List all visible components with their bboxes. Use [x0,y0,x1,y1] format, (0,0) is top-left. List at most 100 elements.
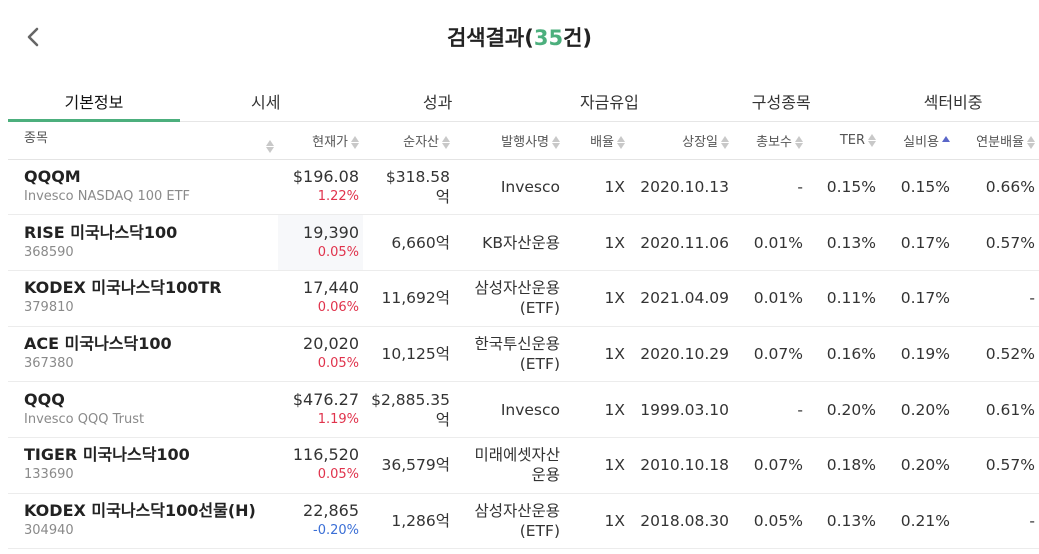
listed-date-cell: 2021.04.09 [640,289,729,308]
tab-bar: 기본정보 시세 성과 자금유입 구성종목 섹터비중 [8,78,1039,122]
security-name[interactable]: KODEX 미국나스닥100TR [24,278,222,298]
security-name[interactable]: QQQM [24,166,81,186]
aum-cell: 36,579억 [363,437,454,493]
table-row[interactable]: KODEX 미국나스닥100선물(H) 304940 22,865 -0.20% 1,2… [8,493,1039,549]
chevron-left-icon [27,27,39,47]
back-button[interactable] [18,22,48,52]
security-cell[interactable]: ACE 미국나스닥100 367380 [8,326,278,382]
listed-date-cell: 2020.11.06 [640,233,729,252]
tab-fund-flow[interactable]: 자금유입 [579,93,639,112]
total-fee-cell: 0.07% [753,344,803,363]
real-fee-cell: 0.17% [900,289,950,308]
col-header-name[interactable]: 종목 [8,122,278,159]
dividend-cell: - [1029,289,1035,308]
col-header-real-fee[interactable]: 실비용 [880,122,954,159]
real-fee-cell: 0.17% [900,233,950,252]
leverage-cell: 1X [604,233,625,252]
table-row[interactable]: TIGER 미국나스닥100 133690 116,520 0.05% 36,579억 미… [8,437,1039,494]
tab-price[interactable]: 시세 [251,93,281,112]
col-header-ter[interactable]: TER [807,122,880,159]
aum-value: $2,885.35 [371,390,450,409]
issuer-line1: 한국투신운용 [474,334,560,353]
current-price: $196.08 [292,166,359,186]
sort-icon[interactable] [617,135,625,150]
sort-asc-icon[interactable] [942,135,950,150]
issuer-cell: 삼성자산운용 (ETF) [454,270,564,326]
table-row[interactable]: KODEX 미국나스닥100TR 379810 17,440 0.06% 11,692억… [8,270,1039,327]
security-name[interactable]: RISE 미국나스닥100 [24,222,178,242]
issuer-line2: 운용 [531,466,560,485]
aum-cell: $318.58 억 [363,159,454,215]
col-header-dividend[interactable]: 연분배율 [954,122,1039,159]
tab-performance[interactable]: 성과 [422,93,453,112]
col-header-issuer[interactable]: 발행사명 [454,122,564,159]
sort-icon[interactable] [868,133,876,148]
security-cell[interactable]: KODEX 미국나스닥100TR 379810 [8,270,278,326]
tab-basic-info[interactable]: 기본정보 [8,78,180,122]
dividend-cell: 0.61% [985,400,1035,419]
dividend-cell: - [1029,511,1035,530]
security-cell[interactable]: QQQ Invesco QQQ Trust [8,382,278,438]
security-name[interactable]: QQQ [24,389,65,409]
page-title: 검색결과(35건) [446,26,593,50]
dividend-cell: 0.57% [985,233,1035,252]
issuer-line1: KB자산운용 [482,233,560,252]
sort-icon[interactable] [552,135,560,150]
leverage-cell: 1X [604,456,625,475]
issuer-cell: 삼성자산운용 (ETF) [454,493,564,549]
sort-icon[interactable] [721,135,729,150]
col-header-aum[interactable]: 순자산 [363,122,454,159]
price-cell: 22,865 -0.20% [278,493,363,549]
security-cell[interactable]: QQQM Invesco NASDAQ 100 ETF [8,159,278,215]
current-price: 116,520 [292,445,359,465]
leverage-cell: 1X [604,177,625,196]
sort-icon[interactable] [442,135,450,150]
table-row[interactable]: QQQM Invesco NASDAQ 100 ETF $196.08 1.22% $3… [8,159,1039,215]
current-price: 22,865 [303,500,359,520]
dividend-cell: 0.52% [985,344,1035,363]
security-name[interactable]: ACE 미국나스닥100 [24,333,172,353]
security-cell[interactable]: KODEX 미국나스닥100선물(H) 304940 [8,493,278,549]
current-price: 17,440 [303,278,359,298]
security-cell[interactable]: RISE 미국나스닥100 368590 [8,215,278,271]
tab-holdings[interactable]: 구성종목 [751,93,811,112]
tab-sector-weight[interactable]: 섹터비중 [923,93,983,112]
ter-cell: 0.13% [826,233,876,252]
issuer-cell: 미래에셋자산 운용 [454,437,564,493]
table-row[interactable]: QQQ Invesco QQQ Trust $476.27 1.19% $2,885.3… [8,382,1039,438]
security-name[interactable]: KODEX 미국나스닥100선물(H) [24,500,256,520]
sort-icon[interactable] [1027,135,1035,150]
aum-cell: 11,692억 [363,270,454,326]
price-cell: 19,390 0.05% [278,214,363,271]
col-header-total-fee[interactable]: 총보수 [733,122,807,159]
ter-cell: 0.18% [826,456,876,475]
aum-cell: 6,660억 [363,215,454,271]
security-name[interactable]: TIGER 미국나스닥100 [24,445,190,465]
leverage-cell: 1X [604,289,625,308]
col-header-leverage[interactable]: 배율 [564,122,629,159]
aum-unit: 억 [435,410,450,429]
aum-value: 11,692억 [381,289,451,308]
security-cell[interactable]: TIGER 미국나스닥100 133690 [8,437,278,493]
col-header-price[interactable]: 현재가 [278,122,363,159]
aum-value: 10,125억 [381,344,451,363]
ter-cell: 0.15% [826,177,876,196]
aum-cell: 1,286억 [363,493,454,549]
sort-icon[interactable] [795,135,803,150]
real-fee-cell: 0.20% [900,400,950,419]
security-code: 367380 [24,355,74,371]
sort-icon[interactable] [266,139,274,154]
dividend-cell: 0.57% [985,456,1035,475]
leverage-cell: 1X [604,511,625,530]
table-row[interactable]: ACE 미국나스닥100 367380 20,020 0.05% 10,125억 한국투신… [8,326,1039,382]
total-fee-cell: - [797,177,803,196]
table-row[interactable]: RISE 미국나스닥100 368590 19,390 0.05% 6,660억 KB자산… [8,214,1039,271]
real-fee-cell: 0.19% [900,344,950,363]
col-header-listed-date[interactable]: 상장일 [629,122,733,159]
leverage-cell: 1X [604,400,625,419]
issuer-line1: Invesco [500,177,560,196]
table-header-row: 종목 현재가 순자산 발행사명 배율 상장일 총보수 TER 실비용 연분배율 [8,122,1039,159]
listed-date-cell: 2018.08.30 [640,511,729,530]
aum-cell: 10,125억 [363,326,454,382]
sort-icon[interactable] [351,135,359,150]
